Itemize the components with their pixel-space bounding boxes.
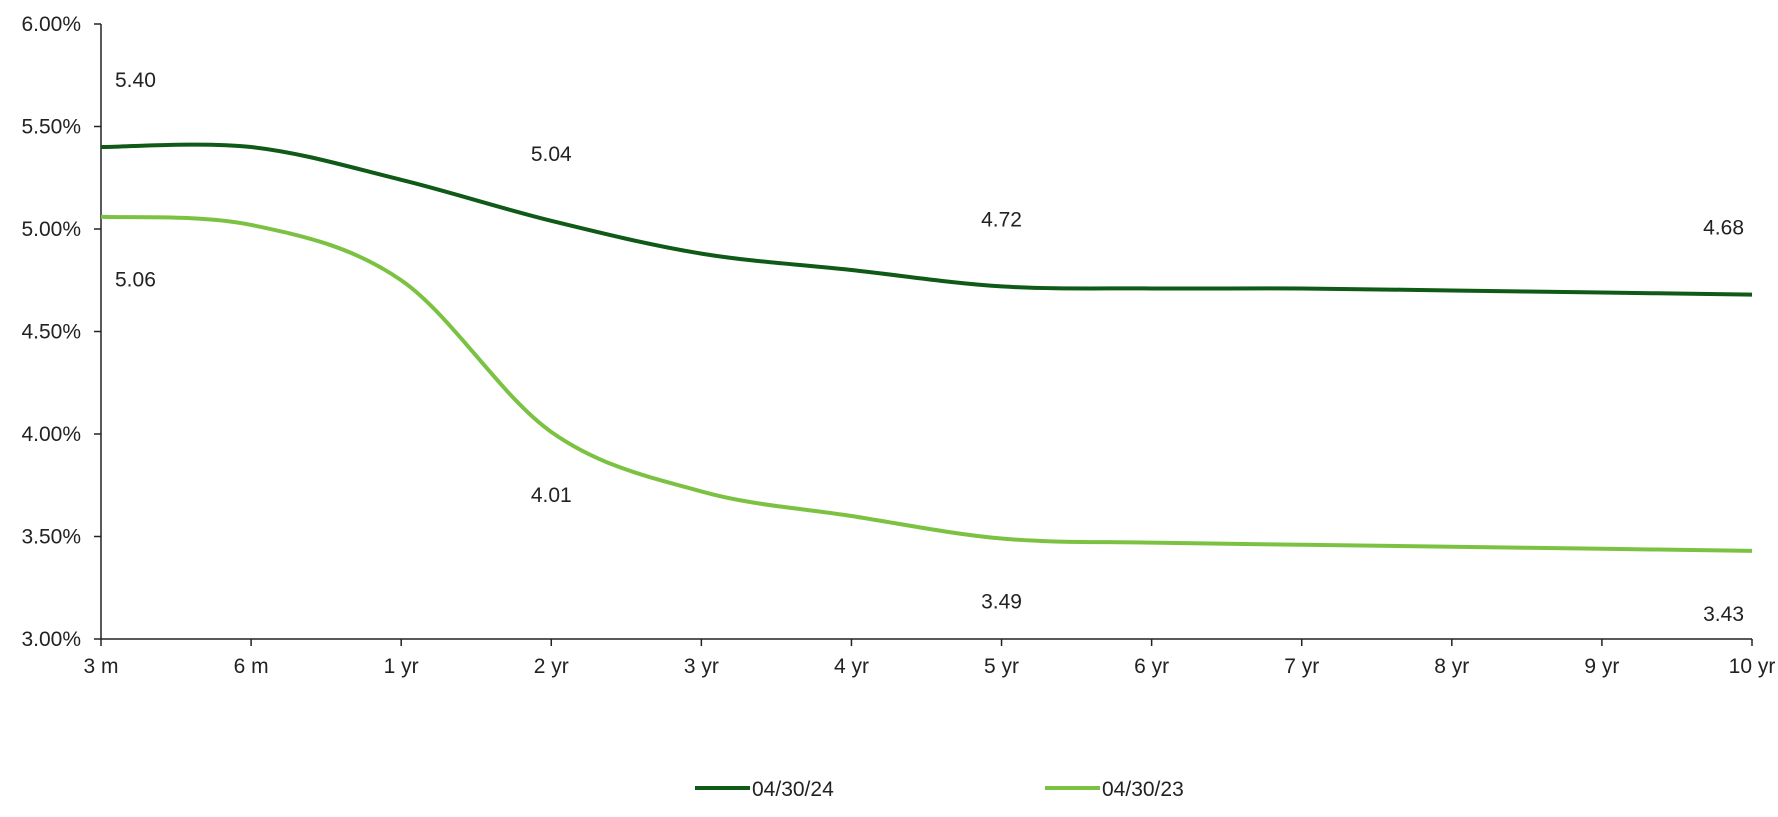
data-labels: 5.40 5.04 4.72 4.68 5.06 4.01 3.49 3.43 — [115, 69, 1744, 626]
x-tick-label: 8 yr — [1434, 655, 1469, 678]
x-tick-label: 4 yr — [834, 655, 869, 678]
y-tick-label: 4.00% — [21, 423, 81, 446]
y-tick-label: 5.50% — [21, 116, 81, 139]
y-tick-label: 3.50% — [21, 526, 81, 549]
data-label-0-0: 5.40 — [115, 69, 156, 92]
x-tick-label: 6 m — [234, 655, 269, 678]
y-tick-label: 5.00% — [21, 218, 81, 241]
series-line-1 — [100, 214, 1753, 553]
x-tick-label: 7 yr — [1284, 655, 1319, 678]
data-label-1-6: 3.49 — [981, 591, 1022, 614]
legend-label-1: 04/30/23 — [1102, 778, 1184, 801]
y-axis-ticks: 6.00% 5.50% 5.00% 4.50% 4.00% 3.50% 3.00% — [21, 13, 101, 651]
data-label-0-6: 4.72 — [981, 208, 1022, 231]
x-tick-label: 9 yr — [1584, 655, 1619, 678]
x-tick-label: 5 yr — [984, 655, 1019, 678]
x-tick-label: 3 yr — [684, 655, 719, 678]
data-label-1-0: 5.06 — [115, 269, 156, 292]
x-tick-label: 2 yr — [534, 655, 569, 678]
data-label-1-11: 3.43 — [1703, 603, 1744, 626]
data-label-1-3: 4.01 — [531, 484, 572, 507]
series-line-0 — [100, 142, 1753, 297]
y-tick-label: 4.50% — [21, 321, 81, 344]
data-label-0-3: 5.04 — [531, 143, 572, 166]
x-tick-label: 10 yr — [1729, 655, 1776, 678]
legend-label-0: 04/30/24 — [752, 778, 834, 801]
x-tick-label: 3 m — [83, 655, 118, 678]
y-tick-label: 6.00% — [21, 13, 81, 36]
chart-legend: 04/30/24 04/30/23 — [695, 778, 1184, 801]
x-tick-label: 6 yr — [1134, 655, 1169, 678]
y-tick-label: 3.00% — [21, 628, 81, 651]
x-tick-label: 1 yr — [384, 655, 419, 678]
series-lines — [100, 142, 1753, 553]
data-label-0-11: 4.68 — [1703, 217, 1744, 240]
x-axis-ticks: 3 m 6 m 1 yr 2 yr 3 yr 4 yr 5 yr 6 yr 7 yr 8 yr 9 … — [83, 639, 1775, 678]
